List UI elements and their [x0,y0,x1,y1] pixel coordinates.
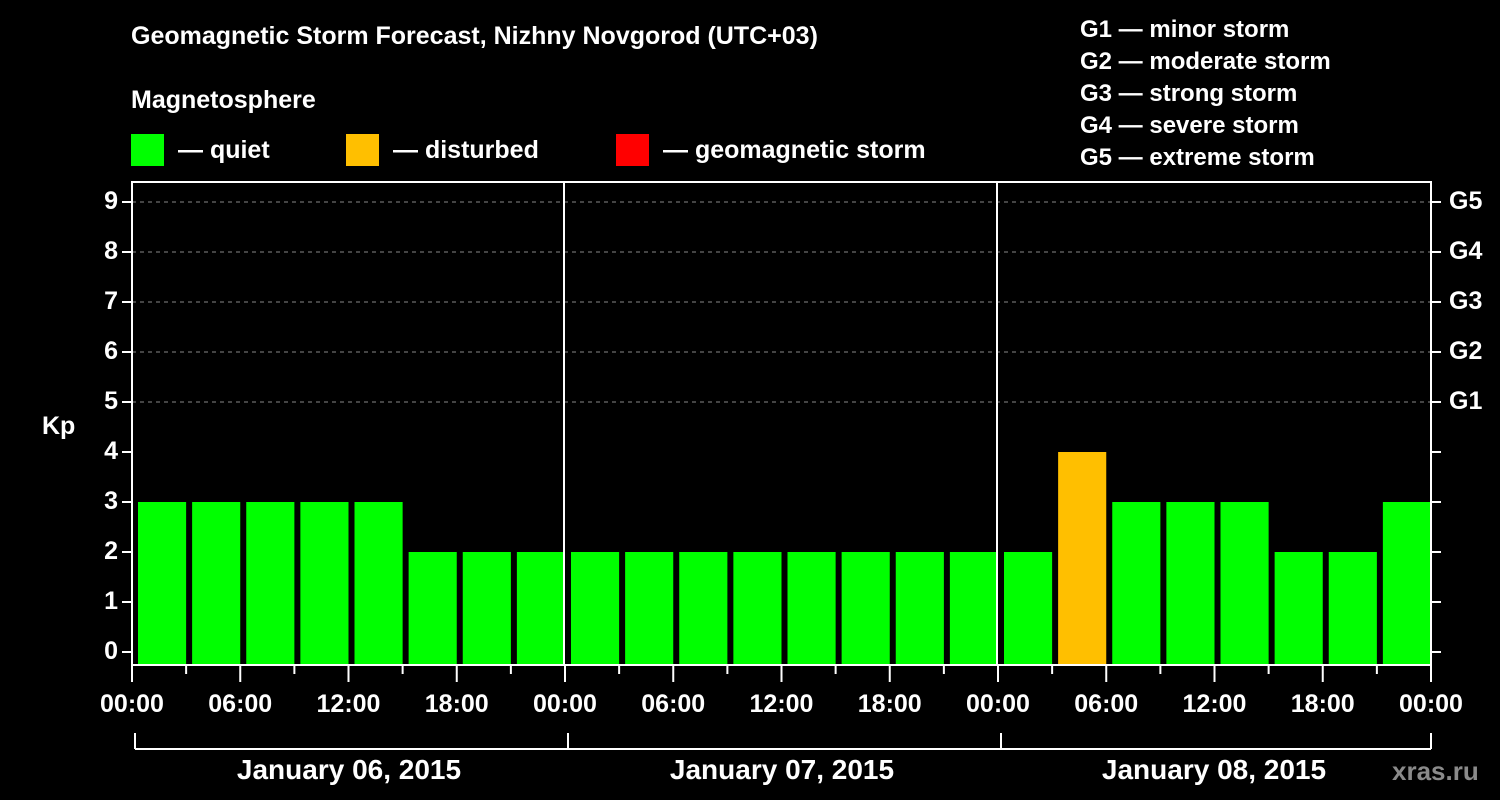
kp-bar [1220,502,1269,666]
g-scale-label: G4 [1449,237,1483,265]
y-tick-label: 0 [104,637,118,665]
kp-bar [949,552,998,666]
chart-title: Geomagnetic Storm Forecast, Nizhny Novgo… [131,22,818,50]
kp-bar [300,502,349,666]
kp-bar [571,552,620,666]
g-scale-label: G5 [1449,187,1483,215]
day-label-3: January 08, 2015 [1101,754,1327,785]
y-tick-label: 4 [104,437,118,465]
x-tick-label: 18:00 [424,690,489,718]
g-scale-legend: G1 — minor storm G2 — moderate storm G3 … [1080,14,1331,174]
g5-legend: G5 — extreme storm [1080,144,1315,171]
kp-bar [462,552,511,666]
day-label-1: January 06, 2015 [236,754,462,785]
g4-legend: G4 — severe storm [1080,112,1299,139]
g-scale-label: G3 [1449,287,1483,315]
y-tick-label: 7 [104,287,118,315]
kp-bar [733,552,782,666]
x-tick-label: 00:00 [1399,690,1463,718]
kp-bar [1166,502,1215,666]
x-tick-label: 18:00 [1290,690,1355,718]
credit-link[interactable]: xras.ru [1392,756,1479,786]
legend-storm: — geomagnetic storm [616,134,926,166]
kp-bar [1058,452,1107,666]
kp-bar [246,502,295,666]
x-tick-label: 00:00 [100,690,164,718]
kp-bar [679,552,728,666]
legend-quiet: — quiet [131,134,270,166]
storm-swatch [616,134,649,166]
x-tick-label: 00:00 [533,690,597,718]
kp-bar [192,502,241,666]
x-tick-label: 12:00 [316,690,381,718]
g3-legend: G3 — strong storm [1080,80,1298,107]
legend-disturbed-label: — disturbed [393,135,539,164]
kp-bar [516,552,565,666]
x-tick-label: 00:00 [966,690,1030,718]
y-tick-label: 3 [104,487,118,515]
plot-frame [131,181,1432,666]
y-tick-label: 8 [104,237,118,265]
g1-legend: G1 — minor storm [1080,16,1290,43]
g-scale-label: G2 [1449,337,1483,365]
kp-bar [354,502,403,666]
kp-bar [625,552,674,666]
kp-bar [895,552,944,666]
y-tick-label: 2 [104,537,118,565]
y-tick-label: 6 [104,337,118,365]
legend-quiet-label: — quiet [178,135,270,164]
kp-bar [408,552,457,666]
x-tick-label: 12:00 [749,690,814,718]
kp-bar [1382,502,1431,666]
x-tick-label: 06:00 [208,690,273,718]
x-tick-label: 06:00 [641,690,706,718]
kp-bar [1112,502,1161,666]
kp-bar [1004,552,1053,666]
y-tick-label: 1 [104,587,118,615]
legend-disturbed: — disturbed [346,134,539,166]
kp-bar [787,552,836,666]
day-label-2: January 07, 2015 [669,754,895,785]
y-axis-label: Kp [42,412,76,440]
g-scale-label: G1 [1449,387,1483,415]
kp-bar [841,552,890,666]
y-tick-label: 9 [104,187,118,215]
quiet-swatch [131,134,164,166]
x-tick-label: 12:00 [1182,690,1247,718]
x-tick-label: 06:00 [1074,690,1139,718]
y-tick-label: 5 [104,387,118,415]
kp-bar [1274,552,1323,666]
g2-legend: G2 — moderate storm [1080,48,1331,75]
x-tick-label: 18:00 [857,690,922,718]
disturbed-swatch [346,134,379,166]
legend-subtitle: Magnetosphere [131,86,316,114]
kp-bar [1328,552,1377,666]
legend-storm-label: — geomagnetic storm [663,135,926,164]
kp-bar [138,502,187,666]
